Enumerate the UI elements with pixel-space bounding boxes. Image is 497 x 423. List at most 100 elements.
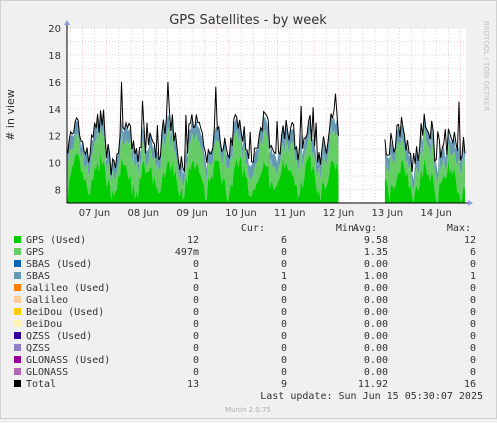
legend-row: GPS (Used) 12 6 9.58 12 <box>14 235 476 246</box>
legend-min: 6 <box>281 235 287 246</box>
legend-name: BeiDou <box>26 319 62 330</box>
x-tick-label: 12 Jun <box>323 208 355 219</box>
legend-name: QZSS <box>26 343 50 354</box>
area-gps <box>384 128 465 203</box>
y-tick-label: 16 <box>48 78 61 89</box>
munin-version: Munin 2.0.75 <box>225 406 271 414</box>
legend: Cur: Min: Avg: Max: GPS (Used) 12 6 9.58 12G… <box>14 223 476 390</box>
legend-row: QZSS 0 0 0.00 0 <box>14 343 476 354</box>
legend-min: 0 <box>281 331 287 342</box>
x-axis-arrow <box>468 200 473 206</box>
legend-row: Galileo (Used) 0 0 0.00 0 <box>14 283 476 294</box>
legend-row: GLONASS (Used) 0 0 0.00 0 <box>14 355 476 366</box>
legend-min: 1 <box>281 271 287 282</box>
legend-swatch <box>14 296 21 303</box>
legend-avg: 0.00 <box>364 295 388 306</box>
legend-cur: 0 <box>193 355 199 366</box>
legend-row: GPS 497m 0 1.35 6 <box>14 247 476 258</box>
legend-row: SBAS (Used) 0 0 0.00 0 <box>14 259 476 270</box>
legend-cur: 13 <box>187 379 199 390</box>
legend-cur: 12 <box>187 235 199 246</box>
legend-header-max: Max: <box>447 223 471 234</box>
area-gps <box>67 125 339 203</box>
legend-avg: 9.58 <box>364 235 388 246</box>
legend-swatch <box>14 332 21 339</box>
legend-avg: 1.00 <box>364 271 388 282</box>
y-axis-arrow <box>64 20 70 25</box>
legend-cur: 0 <box>193 367 199 378</box>
legend-min: 9 <box>281 379 287 390</box>
legend-min: 0 <box>281 259 287 270</box>
legend-max: 12 <box>464 235 476 246</box>
legend-max: 0 <box>470 259 476 270</box>
legend-min: 0 <box>281 355 287 366</box>
x-tick-label: 09 Jun <box>176 208 208 219</box>
legend-cur: 0 <box>193 283 199 294</box>
y-tick-labels: 8 10 12 14 16 18 20 <box>48 24 61 197</box>
legend-header-avg: Avg: <box>353 223 377 234</box>
legend-avg: 0.00 <box>364 355 388 366</box>
legend-swatch <box>14 284 21 291</box>
legend-name: GLONASS (Used) <box>26 355 110 366</box>
y-axis-label: # in view <box>4 89 17 141</box>
x-tick-label: 08 Jun <box>128 208 160 219</box>
y-tick-label: 10 <box>48 159 61 170</box>
y-tick-label: 12 <box>48 132 61 143</box>
legend-header-min: Min: <box>336 223 360 234</box>
legend-min: 0 <box>281 247 287 258</box>
last-update: Last update: Sun Jun 15 05:30:07 2025 <box>260 391 483 402</box>
legend-max: 0 <box>470 283 476 294</box>
legend-cur: 0 <box>193 259 199 270</box>
legend-swatch <box>14 308 21 315</box>
legend-name: SBAS <box>26 271 50 282</box>
legend-avg: 1.35 <box>364 247 388 258</box>
legend-min: 0 <box>281 319 287 330</box>
legend-name: Galileo <box>26 295 68 306</box>
x-tick-label: 14 Jun <box>420 208 452 219</box>
legend-row: QZSS (Used) 0 0 0.00 0 <box>14 331 476 342</box>
legend-avg: 0.00 <box>364 307 388 318</box>
x-tick-label: 13 Jun <box>372 208 404 219</box>
legend-name: SBAS (Used) <box>26 259 92 270</box>
legend-min: 0 <box>281 295 287 306</box>
chart-title: GPS Satellites - by week <box>169 13 327 28</box>
legend-row: GLONASS 0 0 0.00 0 <box>14 367 476 378</box>
legend-header-cur: Cur: <box>241 223 265 234</box>
legend-cur: 0 <box>193 319 199 330</box>
legend-cur: 497m <box>175 247 199 258</box>
legend-max: 0 <box>470 355 476 366</box>
legend-name: QZSS (Used) <box>26 331 92 342</box>
legend-name: GPS <box>26 247 44 258</box>
legend-swatch <box>14 236 21 243</box>
x-tick-label: 11 Jun <box>274 208 306 219</box>
x-tick-label: 07 Jun <box>79 208 111 219</box>
legend-name: GPS (Used) <box>26 235 86 246</box>
legend-max: 6 <box>470 247 476 258</box>
legend-swatch <box>14 272 21 279</box>
y-tick-label: 8 <box>55 186 61 197</box>
legend-max: 16 <box>464 379 476 390</box>
legend-name: Galileo (Used) <box>26 283 110 294</box>
x-tick-labels: 07 Jun 08 Jun 09 Jun 10 Jun 11 Jun 12 Jun 13 J… <box>79 208 452 219</box>
legend-avg: 0.00 <box>364 283 388 294</box>
y-tick-label: 14 <box>48 105 61 116</box>
x-tick-label: 10 Jun <box>225 208 257 219</box>
area-sbas <box>67 111 339 188</box>
legend-row: BeiDou (Used) 0 0 0.00 0 <box>14 307 476 318</box>
legend-cur: 0 <box>193 295 199 306</box>
legend-swatch <box>14 356 21 363</box>
line-total <box>384 101 466 172</box>
legend-avg: 0.00 <box>364 259 388 270</box>
legend-swatch <box>14 248 21 255</box>
legend-avg: 0.00 <box>364 367 388 378</box>
legend-min: 0 <box>281 307 287 318</box>
legend-avg: 0.00 <box>364 331 388 342</box>
legend-min: 0 <box>281 343 287 354</box>
legend-row: Total 13 9 11.92 16 <box>14 379 476 390</box>
series-areas <box>67 81 466 203</box>
legend-max: 0 <box>470 295 476 306</box>
legend-max: 0 <box>470 307 476 318</box>
legend-avg: 11.92 <box>358 379 388 390</box>
area-gps-used <box>67 152 339 203</box>
line-total <box>67 81 339 176</box>
